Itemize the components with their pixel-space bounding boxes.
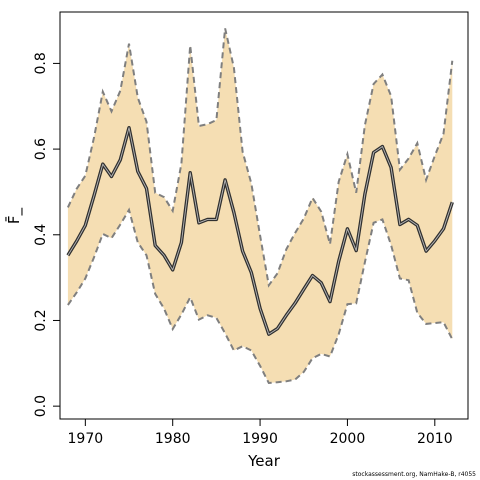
estimate-line-highlight xyxy=(67,127,453,335)
x-tick-label: 2000 xyxy=(330,431,366,447)
bound-lines-layer xyxy=(66,28,454,385)
estimate-line-layer xyxy=(66,125,454,336)
x-tick-label: 2010 xyxy=(417,431,453,447)
x-tick-label: 1970 xyxy=(68,431,104,447)
x-tick-label: 1980 xyxy=(155,431,191,447)
y-tick-label: 0.4 xyxy=(33,224,49,246)
confidence-band xyxy=(67,28,453,384)
credit-text: stockassessment.org, NamHake-B, r4055 xyxy=(352,471,476,478)
y-tick-label: 0.8 xyxy=(33,52,49,74)
y-axis-title: F̄_ xyxy=(4,207,24,224)
y-axis: 0.0 0.2 0.4 0.6 0.8 xyxy=(33,52,61,417)
y-tick-label: 0.0 xyxy=(33,395,49,417)
lower-bound-line xyxy=(67,207,454,385)
y-tick-label: 0.6 xyxy=(33,138,49,160)
confidence-band-layer xyxy=(67,28,453,384)
x-tick-label: 1990 xyxy=(242,431,278,447)
x-axis: 1970 1980 1990 2000 2010 xyxy=(68,418,453,447)
upper-bound-line xyxy=(66,28,454,288)
y-tick-label: 0.2 xyxy=(33,309,49,331)
x-axis-title: Year xyxy=(247,452,281,470)
